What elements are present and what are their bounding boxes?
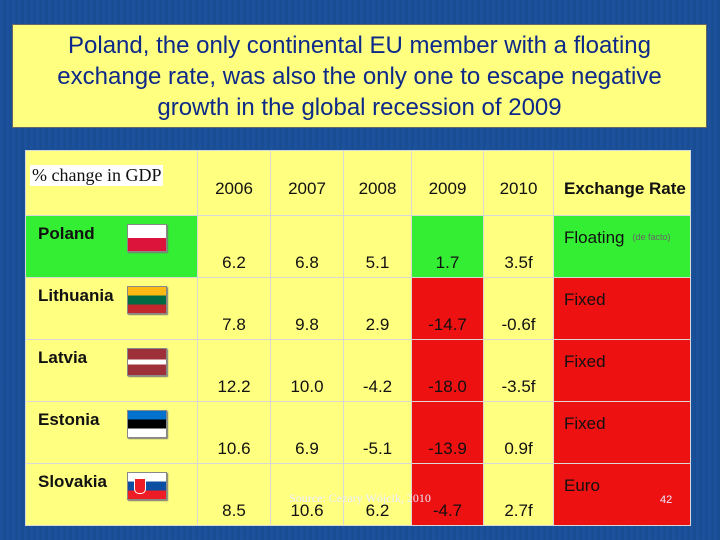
- exchange-rate: Fixed: [564, 414, 606, 433]
- gdp-value: 9.8: [270, 277, 344, 340]
- table-header-row: % change in GDP 2006 2007 2008 2009 2010…: [25, 150, 691, 216]
- exchange-rate-cell: Euro: [553, 463, 691, 526]
- exchange-rate-cell: Fixed: [553, 277, 691, 340]
- table-row: Poland 6.2 6.8 5.1 1.7 3.5f Floating (de …: [25, 215, 691, 278]
- source-citation: Source: Cezary Wójcik, 2010: [289, 491, 431, 505]
- caption-cell: % change in GDP: [25, 150, 198, 216]
- gdp-value: 5.1: [343, 215, 412, 278]
- gdp-value: 6.2: [197, 215, 271, 278]
- gdp-value: -5.1: [343, 401, 412, 464]
- country-name: Lithuania: [38, 286, 114, 305]
- country-cell: Latvia: [25, 339, 198, 402]
- gdp-table: % change in GDP 2006 2007 2008 2009 2010…: [25, 150, 691, 526]
- gdp-value: 7.8: [197, 277, 271, 340]
- exchange-rate: Euro: [564, 476, 600, 495]
- country-cell: Slovakia: [25, 463, 198, 526]
- gdp-value: 6.9: [270, 401, 344, 464]
- poland-flag-icon: [126, 224, 167, 252]
- gdp-value: 10.6: [197, 401, 271, 464]
- gdp-table-container: % change in GDP 2006 2007 2008 2009 2010…: [25, 150, 691, 526]
- gdp-value: -18.0: [411, 339, 484, 402]
- exchange-rate-note: (de facto): [632, 232, 671, 242]
- page-number: 42: [660, 494, 673, 506]
- country-name: Latvia: [38, 348, 88, 367]
- gdp-value: -4.7: [411, 463, 484, 526]
- coat-of-arms-icon: [133, 478, 146, 494]
- slovakia-flag-icon: [126, 472, 167, 500]
- year-header: 2008: [343, 150, 412, 216]
- gdp-value: 3.5f: [483, 215, 554, 278]
- exchange-rate-cell: Fixed: [553, 401, 691, 464]
- gdp-value: -14.7: [411, 277, 484, 340]
- country-name: Poland: [38, 224, 95, 243]
- slide-title: Poland, the only continental EU member w…: [57, 31, 662, 121]
- table-caption: % change in GDP: [30, 165, 164, 186]
- exchange-rate-cell: Floating (de facto): [553, 215, 691, 278]
- year-header: 2007: [270, 150, 344, 216]
- table-row: Lithuania 7.8 9.8 2.9 -14.7 -0.6f Fixed: [25, 277, 691, 340]
- table-row: Estonia 10.6 6.9 -5.1 -13.9 0.9f Fixed: [25, 401, 691, 464]
- country-cell: Estonia: [25, 401, 198, 464]
- table-row: Slovakia 8.5 10.6 6.2 -4.7 2.7f Euro: [25, 463, 691, 526]
- gdp-value: 0.9f: [483, 401, 554, 464]
- gdp-value: -3.5f: [483, 339, 554, 402]
- latvia-flag-icon: [126, 348, 167, 376]
- gdp-value: 10.6: [270, 463, 344, 526]
- country-name: Estonia: [38, 410, 100, 429]
- gdp-value: 2.9: [343, 277, 412, 340]
- country-cell: Lithuania: [25, 277, 198, 340]
- exchange-rate: Floating: [564, 228, 625, 247]
- year-header: 2006: [197, 150, 271, 216]
- gdp-value: 6.8: [270, 215, 344, 278]
- gdp-value: -0.6f: [483, 277, 554, 340]
- gdp-value: 2.7f: [483, 463, 554, 526]
- year-header: 2010: [483, 150, 554, 216]
- table-row: Latvia 12.2 10.0 -4.2 -18.0 -3.5f Fixed: [25, 339, 691, 402]
- gdp-value: -4.2: [343, 339, 412, 402]
- gdp-value: -13.9: [411, 401, 484, 464]
- country-cell: Poland: [25, 215, 198, 278]
- exchange-rate: Fixed: [564, 352, 606, 371]
- lithuania-flag-icon: [126, 286, 167, 314]
- title-box: Poland, the only continental EU member w…: [12, 24, 707, 128]
- estonia-flag-icon: [126, 410, 167, 438]
- gdp-value: 1.7: [411, 215, 484, 278]
- exchange-rate: Fixed: [564, 290, 606, 309]
- country-name: Slovakia: [38, 472, 107, 491]
- exchange-rate-header: Exchange Rate: [553, 150, 691, 216]
- year-header: 2009: [411, 150, 484, 216]
- gdp-value: 10.0: [270, 339, 344, 402]
- exchange-rate-cell: Fixed: [553, 339, 691, 402]
- gdp-value: 12.2: [197, 339, 271, 402]
